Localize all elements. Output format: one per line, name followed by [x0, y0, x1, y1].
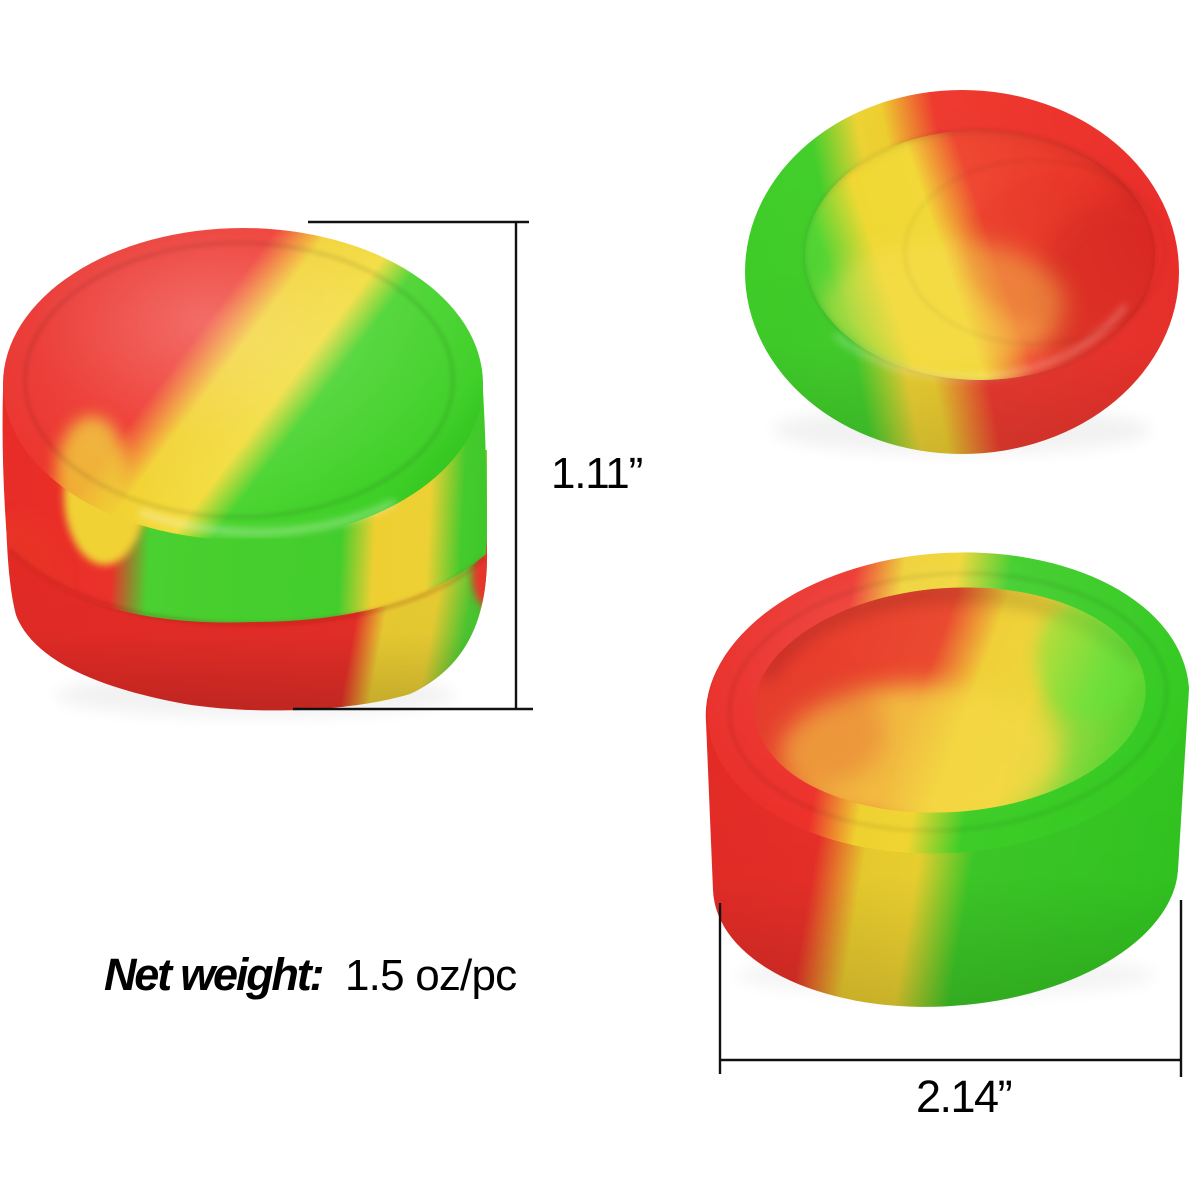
- svg-text:1.5 oz/pc: 1.5 oz/pc: [345, 951, 516, 1000]
- svg-text:2.14”: 2.14”: [916, 1071, 1012, 1122]
- svg-text:Net weight:: Net weight:: [104, 949, 323, 1000]
- svg-text:1.11”: 1.11”: [551, 449, 643, 498]
